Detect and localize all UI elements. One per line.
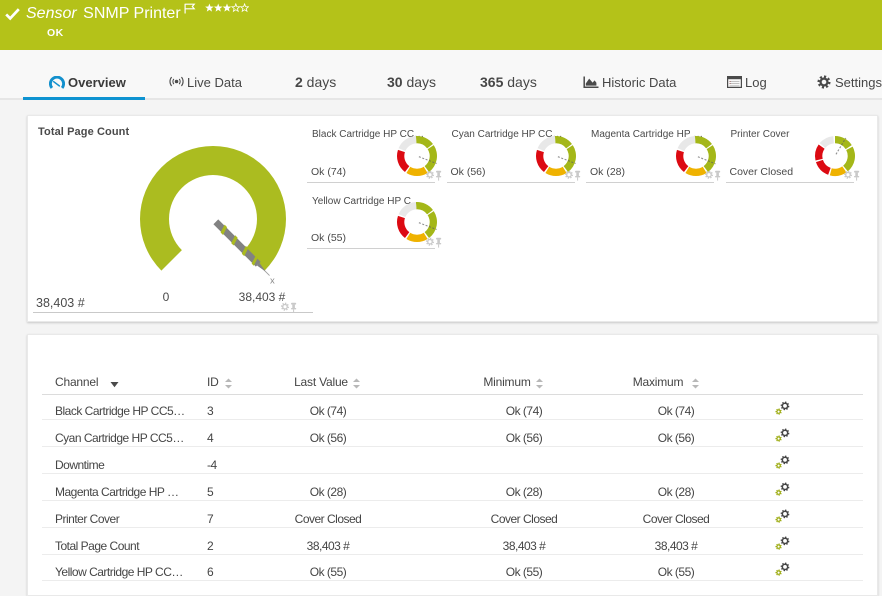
svg-text:x: x [270, 276, 275, 287]
